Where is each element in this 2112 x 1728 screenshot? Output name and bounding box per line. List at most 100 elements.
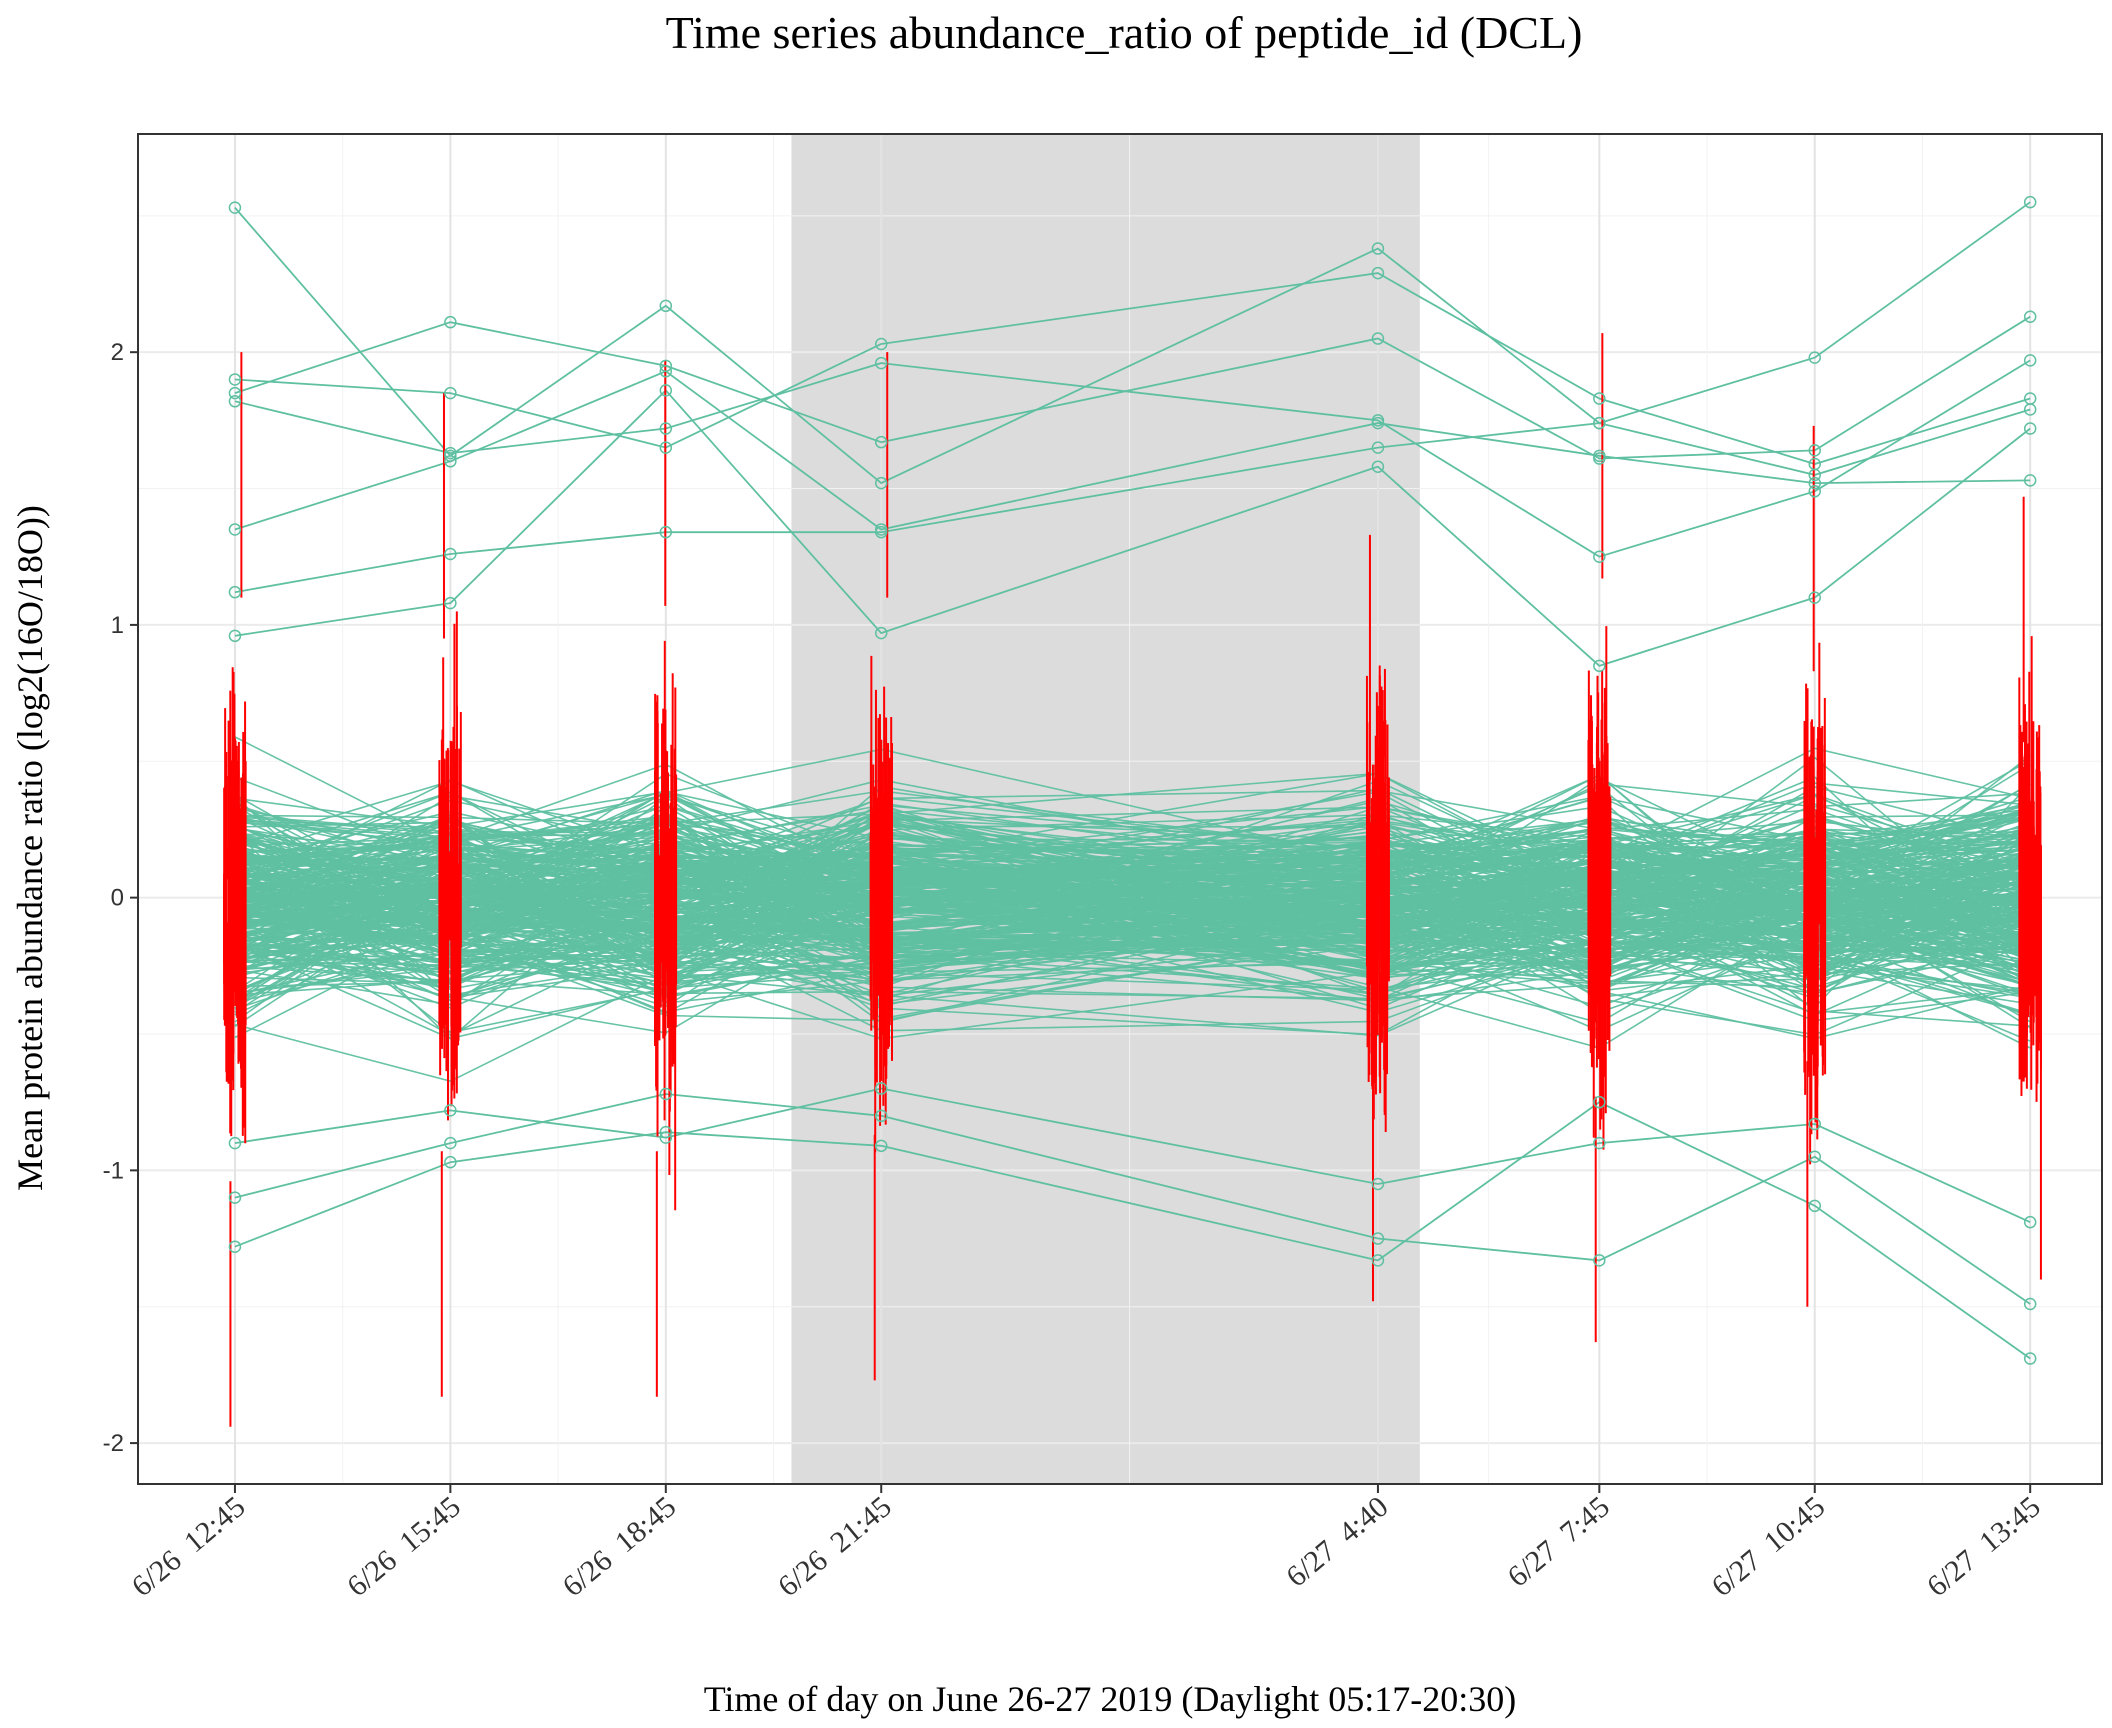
series-point xyxy=(444,596,457,610)
series-line xyxy=(234,882,2031,1034)
y-tick-label: 1 xyxy=(111,612,124,639)
series-line xyxy=(234,892,2031,1049)
series-point xyxy=(228,629,242,643)
x-tick-label: 6/26 15:45 xyxy=(341,1490,467,1603)
series-point xyxy=(659,1125,673,1139)
series-point xyxy=(659,365,673,378)
error-bars xyxy=(223,333,2042,1427)
series-line xyxy=(234,813,2031,946)
x-tick-label: 6/26 18:45 xyxy=(556,1490,682,1603)
series-line-outlier xyxy=(234,201,2031,485)
series-line xyxy=(234,854,2031,1004)
series-point xyxy=(1371,1232,1385,1245)
series-point xyxy=(874,525,888,539)
series-point xyxy=(659,1131,673,1144)
series-point xyxy=(1371,460,1385,473)
series-line xyxy=(234,907,2031,975)
series-point xyxy=(1371,1177,1385,1191)
series-line xyxy=(234,849,2031,992)
series-line xyxy=(234,863,2031,949)
series-point xyxy=(444,446,457,460)
series-line xyxy=(234,858,2031,940)
x-tick-label: 6/26 12:45 xyxy=(126,1490,252,1603)
x-tick-label: 6/27 7:45 xyxy=(1501,1490,1615,1593)
series-point xyxy=(228,1136,242,1150)
series-line xyxy=(234,825,2031,960)
series-point xyxy=(874,356,888,370)
series-line xyxy=(234,936,2031,1083)
series-line-outlier xyxy=(234,272,2031,465)
series-line xyxy=(234,866,2031,976)
series-point xyxy=(228,1191,242,1204)
series-point xyxy=(444,1104,457,1117)
series-point xyxy=(659,525,673,539)
series-line xyxy=(234,853,2031,924)
y-tick-label: 2 xyxy=(111,339,124,366)
x-tick-label: 6/26 21:45 xyxy=(772,1490,898,1603)
series-point xyxy=(444,547,457,561)
series-line-outlier xyxy=(234,1093,2031,1305)
series-point xyxy=(444,1155,457,1169)
series-point xyxy=(659,384,673,397)
series-point xyxy=(1808,468,1822,482)
y-axis: -2 -1 0 1 2 xyxy=(103,339,138,1457)
series-point xyxy=(874,476,888,490)
series-line xyxy=(234,852,2031,979)
series-line xyxy=(234,865,2031,1024)
series-line xyxy=(234,808,2031,985)
series-line-outlier xyxy=(234,370,2031,531)
series-line xyxy=(234,890,2031,999)
series-line-outlier xyxy=(234,389,2031,667)
series-point xyxy=(228,373,242,386)
series-line xyxy=(234,887,2031,1037)
series-point xyxy=(2023,310,2037,323)
series-point xyxy=(659,441,673,454)
y-tick-label: -1 xyxy=(103,1157,124,1184)
series-point xyxy=(2023,195,2037,209)
series-points xyxy=(228,195,2037,1365)
series-line xyxy=(234,777,2031,924)
series-point xyxy=(874,626,888,640)
series-point xyxy=(1593,550,1606,563)
series-point xyxy=(444,315,457,329)
series-point xyxy=(659,422,673,435)
series-point xyxy=(444,455,457,468)
series-point xyxy=(1593,659,1606,673)
series-line-outlier xyxy=(234,1101,2031,1360)
series-line xyxy=(234,820,2031,906)
series-point xyxy=(1593,1095,1606,1109)
panel-border xyxy=(137,133,2103,1485)
series-point xyxy=(1808,476,1822,490)
series-point xyxy=(228,585,242,599)
series-line-outlier xyxy=(234,359,2031,558)
series-point xyxy=(1808,485,1822,498)
series-point xyxy=(874,435,888,449)
series-line xyxy=(234,848,2031,979)
series-line xyxy=(234,830,2031,953)
series-point xyxy=(1808,591,1822,604)
series-line xyxy=(234,756,2031,936)
series-point xyxy=(1371,266,1385,280)
x-axis: 6/26 12:45 6/26 15:45 6/26 18:45 6/26 21:45… xyxy=(126,1484,2047,1603)
series-point xyxy=(2023,354,2037,367)
series-line xyxy=(234,845,2031,954)
series-point xyxy=(228,386,242,400)
series-point xyxy=(2023,474,2037,487)
series-point xyxy=(2023,403,2037,416)
series-point xyxy=(228,523,242,536)
series-point xyxy=(874,1109,888,1123)
x-tick-label: 6/27 10:45 xyxy=(1705,1490,1831,1603)
series-line-outlier xyxy=(234,1087,2031,1224)
series-point xyxy=(228,395,242,408)
series-point xyxy=(659,299,673,313)
series-line xyxy=(234,803,2031,894)
chart-title: Time series abundance_ratio of peptide_i… xyxy=(666,7,1583,58)
series-point xyxy=(1371,332,1385,345)
series-line xyxy=(234,869,2031,1049)
series-line xyxy=(234,857,2031,1039)
series-point xyxy=(1808,444,1822,457)
series-point xyxy=(1808,351,1822,364)
series-point xyxy=(1371,416,1385,430)
series-point xyxy=(228,1240,242,1253)
